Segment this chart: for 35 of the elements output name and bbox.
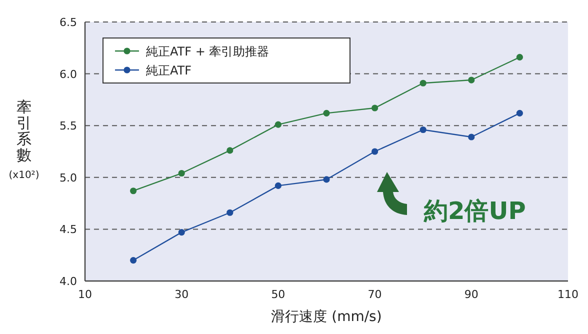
- annotation: 約2倍UP: [423, 197, 526, 225]
- point: [323, 176, 330, 183]
- point: [226, 147, 234, 154]
- x-axis-title: 滑行速度 (mm/s): [271, 309, 382, 325]
- point: [420, 80, 426, 86]
- x-tick-label: 30: [174, 288, 189, 301]
- point: [372, 148, 378, 155]
- y-tick-label: 4.5: [60, 223, 77, 236]
- point: [516, 110, 523, 116]
- point: [516, 54, 523, 61]
- x-tick-label: 70: [368, 288, 382, 301]
- legend-label: 純正ATF + 牽引助推器: [146, 44, 270, 58]
- point: [468, 134, 475, 140]
- point: [226, 209, 234, 216]
- x-tick-label: 90: [464, 288, 478, 301]
- point: [130, 188, 137, 194]
- point: [274, 121, 282, 128]
- point: [178, 229, 185, 236]
- point: [468, 76, 475, 84]
- x-tick-label: 10: [78, 288, 92, 301]
- legend-label: 純正ATF: [146, 64, 192, 78]
- x-tick-label: 50: [271, 288, 286, 301]
- point: [372, 104, 378, 112]
- y-tick-label: 6.0: [60, 68, 77, 81]
- y-tick-label: 5.0: [60, 171, 77, 184]
- point: [420, 126, 426, 134]
- y-tick-label: 5.5: [60, 120, 77, 133]
- point: [178, 170, 185, 177]
- point: [323, 110, 330, 116]
- y-tick-label: 6.5: [60, 16, 77, 29]
- y-tick-label: 4.0: [60, 275, 77, 288]
- ylabel: 牽引系數(x10²): [8, 98, 40, 181]
- x-tick-label: 110: [558, 288, 578, 301]
- point: [130, 256, 137, 264]
- point: [274, 182, 282, 189]
